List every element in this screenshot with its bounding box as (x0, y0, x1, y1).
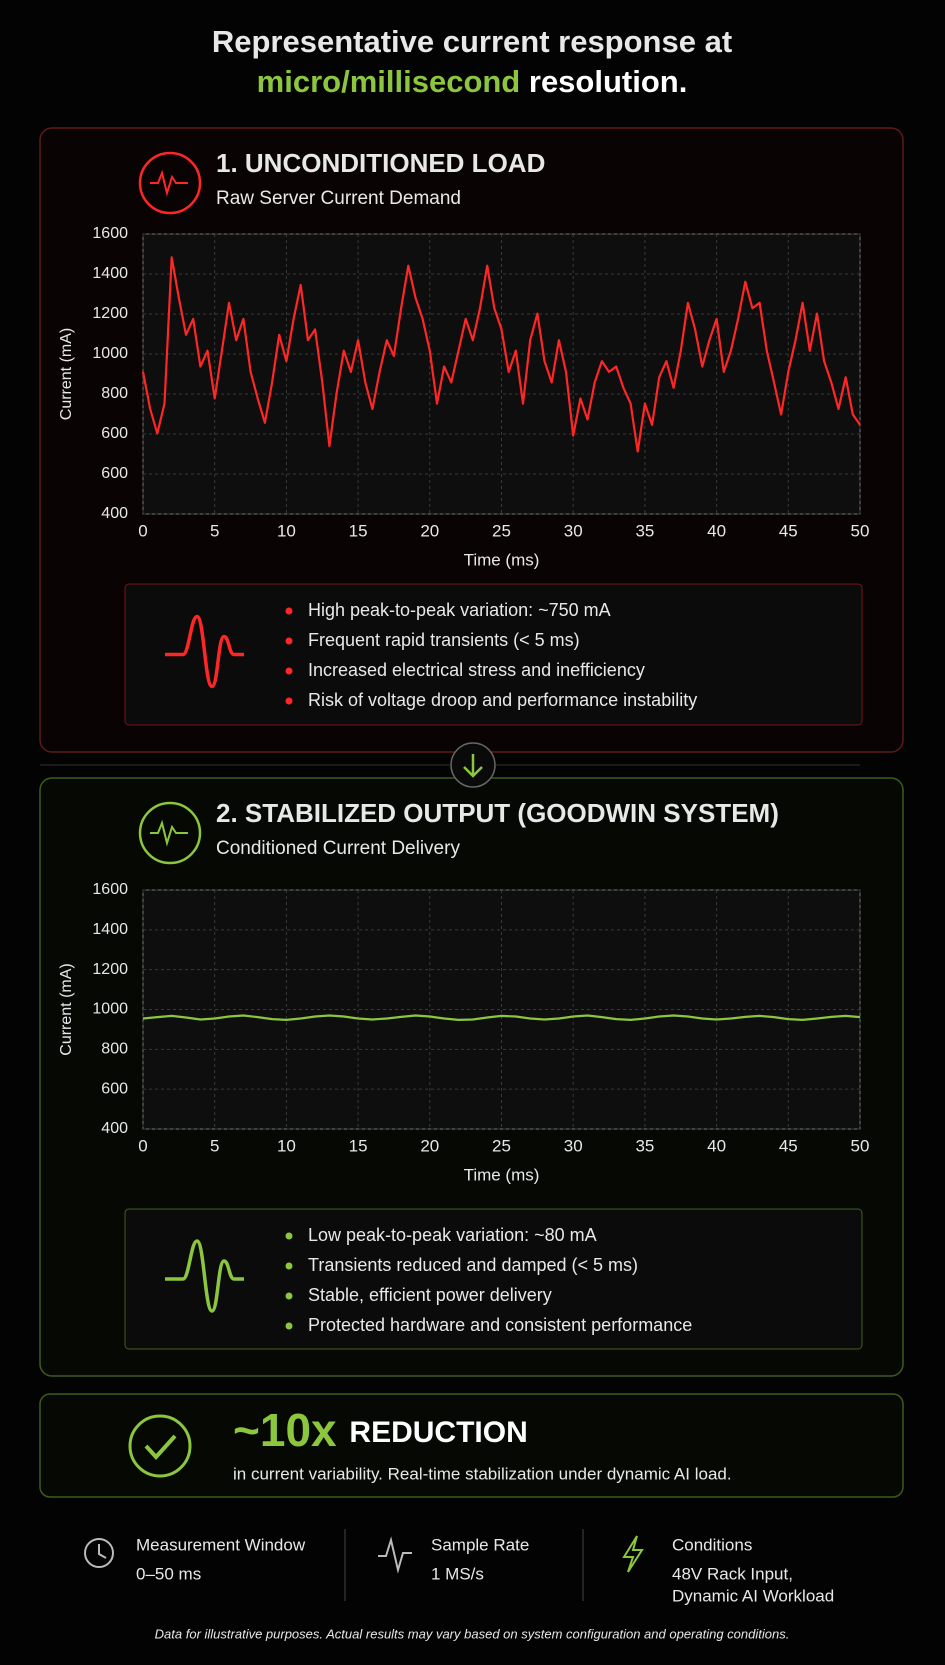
note-text: Protected hardware and consistent perfor… (308, 1315, 692, 1335)
panel-icon (138, 801, 202, 865)
x-axis-title: Time (ms) (464, 550, 540, 569)
panel-icon (150, 169, 188, 197)
x-tick-label: 50 (851, 1136, 870, 1155)
arrow-icon (463, 754, 483, 778)
note-text: Low peak-to-peak variation: ~80 mA (308, 1225, 597, 1245)
x-tick-label: 15 (349, 521, 368, 540)
title-highlight: micro/millisecond (257, 64, 521, 99)
x-tick-label: 35 (635, 1136, 654, 1155)
summary-text: in current variability. Real-time stabil… (233, 1464, 732, 1483)
footer-title: Sample Rate (431, 1535, 529, 1554)
x-tick-label: 40 (707, 521, 726, 540)
clock-icon (98, 1544, 107, 1559)
data-line (141, 256, 861, 453)
panel-title: 2. STABILIZED OUTPUT (GOODWIN SYSTEM) (216, 798, 779, 828)
y-tick-label: 1400 (92, 265, 128, 282)
footer-value: Dynamic AI Workload (672, 1586, 834, 1605)
x-tick-label: 30 (564, 1136, 583, 1155)
bullet (285, 1262, 293, 1270)
x-tick-label: 5 (210, 521, 219, 540)
x-tick-label: 0 (138, 1136, 147, 1155)
x-tick-label: 25 (492, 1136, 511, 1155)
x-tick-label: 0 (138, 521, 147, 540)
panel-subtitle: Conditioned Current Delivery (216, 838, 460, 859)
note-text: High peak-to-peak variation: ~750 mA (308, 600, 611, 620)
footer-title: Measurement Window (136, 1535, 306, 1554)
check-icon (144, 1434, 177, 1460)
y-tick-label: 600 (101, 425, 128, 442)
y-tick-label: 400 (101, 505, 128, 522)
summary-card (39, 1393, 904, 1498)
y-tick-label: 1200 (92, 961, 128, 978)
note-text: Transients reduced and damped (< 5 ms) (308, 1255, 638, 1275)
title-rest: resolution. (529, 64, 687, 99)
y-tick-label: 1600 (92, 225, 128, 242)
summary-value: ~10x (233, 1404, 337, 1456)
x-axis-title: Time (ms) (464, 1165, 540, 1184)
bullet (285, 1292, 293, 1300)
y-tick-label: 1200 (92, 305, 128, 322)
y-tick-label: 800 (101, 1041, 128, 1058)
y-axis-title: Current (mA) (58, 963, 75, 1055)
note-text: Increased electrical stress and ineffici… (308, 660, 645, 680)
x-tick-label: 45 (779, 1136, 798, 1155)
y-tick-label: 1600 (92, 881, 128, 898)
bullet (285, 1232, 293, 1240)
bolt-icon (622, 1535, 644, 1573)
x-tick-label: 10 (277, 1136, 296, 1155)
bullet (285, 1322, 293, 1330)
x-tick-label: 5 (210, 1136, 219, 1155)
note-box (124, 583, 863, 726)
summary-label: REDUCTION (349, 1416, 527, 1449)
x-tick-label: 20 (420, 521, 439, 540)
x-tick-label: 50 (851, 521, 870, 540)
disclaimer: Data for illustrative purposes. Actual r… (155, 1626, 790, 1641)
bullet (285, 697, 293, 705)
panel-subtitle: Raw Server Current Demand (216, 188, 461, 209)
wave-icon (378, 1536, 412, 1574)
x-tick-label: 35 (635, 521, 654, 540)
data-line (142, 1014, 861, 1021)
y-tick-label: 1000 (92, 345, 128, 362)
y-tick-label: 400 (101, 1120, 128, 1137)
plot-area (142, 889, 861, 1130)
note-text: Risk of voltage droop and performance in… (308, 690, 697, 710)
check-icon (128, 1414, 192, 1478)
y-tick-label: 1400 (92, 921, 128, 938)
footer-value: 0–50 ms (136, 1564, 201, 1583)
note-box (124, 1208, 863, 1350)
panel-icon (138, 151, 202, 215)
panel-title: 1. UNCONDITIONED LOAD (216, 148, 545, 178)
x-tick-label: 15 (349, 1136, 368, 1155)
bullet (285, 607, 293, 615)
x-tick-label: 45 (779, 521, 798, 540)
note-text: Frequent rapid transients (< 5 ms) (308, 630, 580, 650)
clock-icon (84, 1538, 114, 1568)
x-tick-label: 25 (492, 521, 511, 540)
title-line: Representative current response at (212, 24, 732, 59)
footer-title: Conditions (672, 1535, 752, 1554)
footer-value: 48V Rack Input, (672, 1564, 793, 1583)
note-icon (165, 614, 244, 689)
y-tick-label: 600 (101, 465, 128, 482)
panel-icon (150, 819, 188, 847)
y-tick-label: 800 (101, 385, 128, 402)
note-icon (165, 1239, 244, 1313)
y-axis-title: Current (mA) (58, 328, 75, 420)
x-tick-label: 20 (420, 1136, 439, 1155)
footer-value: 1 MS/s (431, 1564, 484, 1583)
x-tick-label: 10 (277, 521, 296, 540)
x-tick-label: 40 (707, 1136, 726, 1155)
y-tick-label: 600 (101, 1080, 128, 1097)
summary-headline: ~10x REDUCTION (233, 1404, 528, 1456)
bullet (285, 667, 293, 675)
bullet (285, 637, 293, 645)
note-text: Stable, efficient power delivery (308, 1285, 552, 1305)
title-line: micro/millisecond resolution. (257, 64, 688, 99)
x-tick-label: 30 (564, 521, 583, 540)
y-tick-label: 1000 (92, 1001, 128, 1018)
